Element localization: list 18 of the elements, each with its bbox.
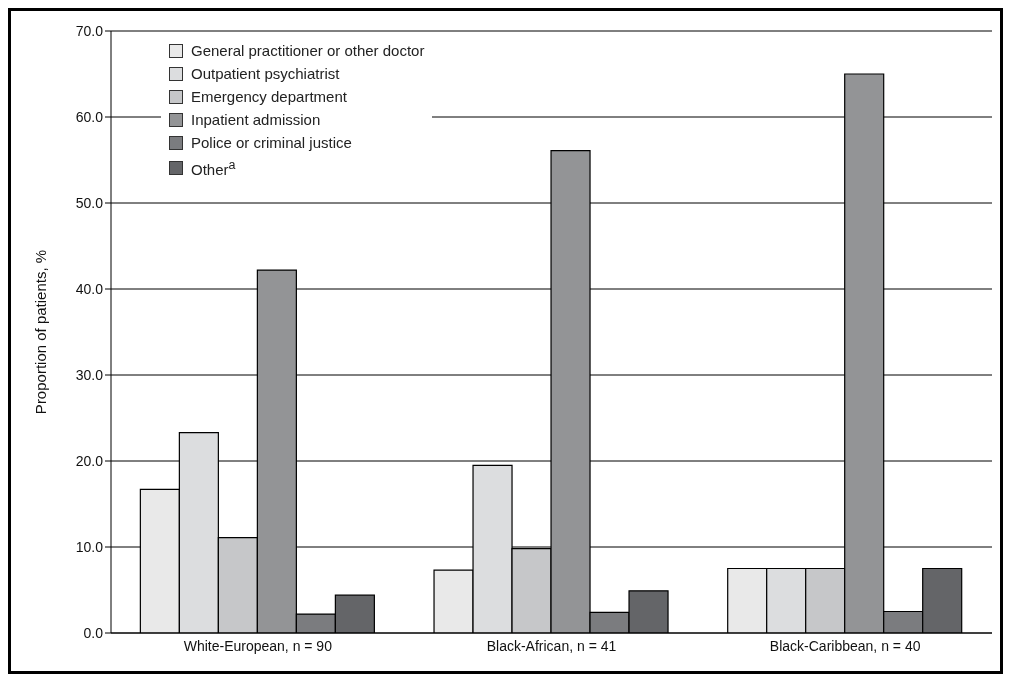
legend-label: Other$^{a}$ <box>191 157 236 180</box>
y-tick-label: 0.0 <box>83 624 104 641</box>
y-tick-label: 10.0 <box>75 538 104 555</box>
x-tick-label: Black-African, n = 41 <box>486 637 617 654</box>
y-tick-label: 40.0 <box>75 280 104 297</box>
legend-label: General practitioner or other doctor <box>191 41 425 61</box>
y-tick-label: 50.0 <box>75 194 104 211</box>
y-tick-label: 70.0 <box>75 22 104 39</box>
legend-label: Outpatient psychiatrist <box>191 64 340 84</box>
y-tick-label: 60.0 <box>75 108 104 125</box>
legend-label: Emergency department <box>191 87 347 107</box>
x-tick-label: Black-Caribbean, n = 40 <box>769 637 921 654</box>
y-tick-label: 20.0 <box>75 452 104 469</box>
legend-label: Inpatient admission <box>191 110 321 130</box>
x-tick-label: White-European, n = 90 <box>183 637 333 654</box>
y-tick-label: 30.0 <box>75 366 104 383</box>
y-axis-title: Proportion of patients, % <box>32 249 50 415</box>
legend-label: Police or criminal justice <box>191 133 352 153</box>
